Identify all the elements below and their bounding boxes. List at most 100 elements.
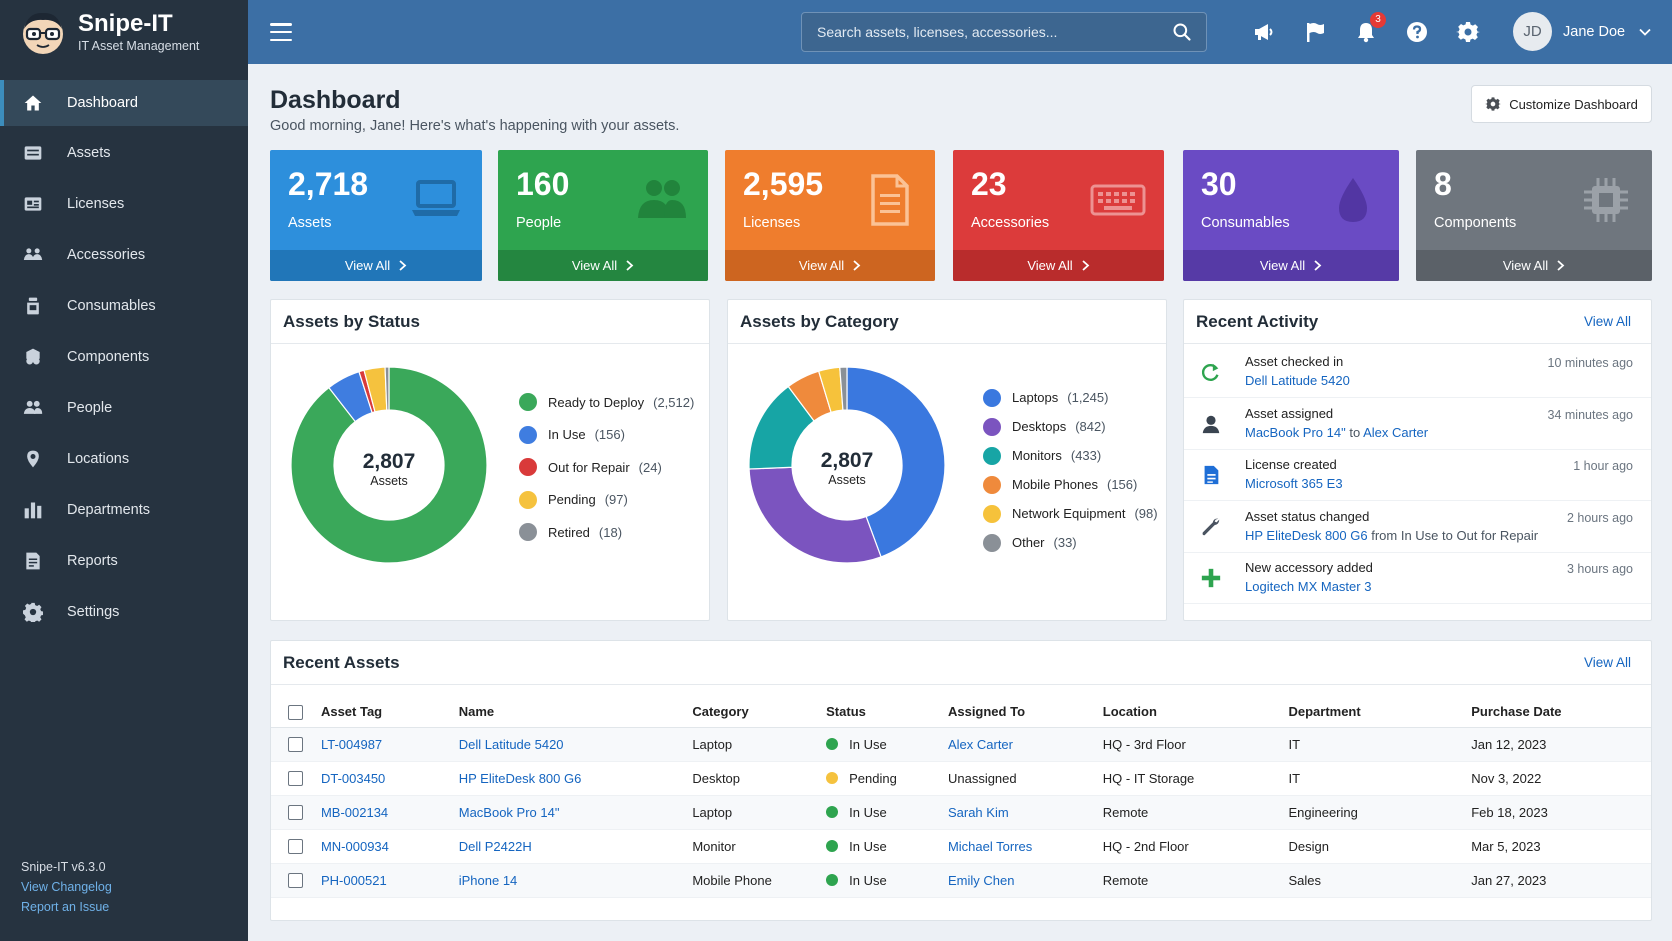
row-checkbox[interactable] [288,873,303,889]
column-header-assigned-to[interactable]: Assigned To [947,697,1103,728]
tile-view-all-link[interactable]: View All [1416,250,1652,281]
legend-item[interactable]: Network Equipment (98) [983,499,1158,528]
legend-item[interactable]: Laptops (1,245) [983,383,1158,412]
sidebar-item-reports[interactable]: Reports [0,537,248,585]
legend-item[interactable]: Monitors (433) [983,441,1158,470]
legend-item[interactable]: Retired (18) [519,516,694,549]
legend-item[interactable]: Other (33) [983,528,1158,557]
asset-name-link[interactable]: HP EliteDesk 800 G6 [458,770,582,786]
table-row[interactable]: MN-000934 Dell P2422H Monitor In Use Michael… [271,829,1651,864]
asset-name-link[interactable]: iPhone 14 [458,872,518,888]
sidebar-item-components[interactable]: Components [0,333,248,381]
legend-item[interactable]: In Use (156) [519,419,694,452]
search-icon[interactable] [1172,22,1192,42]
bell-icon[interactable]: 3 [1354,12,1386,44]
sidebar-item-departments[interactable]: Departments [0,486,248,534]
legend-item[interactable]: Pending (97) [519,484,694,517]
stat-tile-components[interactable]: 8 Components View All [1416,150,1652,281]
brand[interactable]: Snipe-IT IT Asset Management [0,0,248,64]
column-header-department[interactable]: Department [1288,697,1472,728]
sidebar-item-accessories[interactable]: Accessories [0,231,248,279]
tile-view-all-link[interactable]: View All [1183,250,1399,281]
row-checkbox[interactable] [288,771,303,787]
column-header-name[interactable]: Name [458,697,693,728]
table-row[interactable]: MB-002134 MacBook Pro 14" Laptop In Use Sara… [271,795,1651,830]
column-header-location[interactable]: Location [1102,697,1289,728]
asset-name-link[interactable]: Dell P2422H [458,838,532,854]
sidebar-item-label: Settings [67,604,120,620]
row-checkbox[interactable] [288,839,303,855]
asset-name-link[interactable]: Dell Latitude 5420 [458,736,564,752]
activity-view-all-link[interactable]: View All [1583,314,1631,329]
select-all-checkbox[interactable] [288,704,303,720]
activity-user-link[interactable]: Alex Carter [1363,424,1429,440]
stat-tile-people[interactable]: 160 People View All [498,150,708,281]
asset-tag-link[interactable]: MB-002134 [320,804,389,820]
customize-dashboard-button[interactable]: Customize Dashboard [1471,85,1652,123]
user-name: Jane Doe [1563,23,1626,40]
column-header-category[interactable]: Category [692,697,827,728]
legend-item[interactable]: Ready to Deploy (2,512) [519,386,694,419]
menu-toggle-icon[interactable] [270,23,292,41]
column-header-asset-tag[interactable]: Asset Tag [320,697,459,728]
megaphone-icon[interactable] [1252,20,1276,44]
tile-view-all-link[interactable]: View All [270,250,482,281]
sidebar-item-people[interactable]: People [0,384,248,432]
flag-icon[interactable] [1303,20,1327,44]
activity-link[interactable]: HP EliteDesk 800 G6 [1245,527,1368,543]
user-menu[interactable]: JD Jane Doe [1513,12,1651,51]
sidebar-item-settings[interactable]: Settings [0,588,248,636]
table-row[interactable]: LT-004987 Dell Latitude 5420 Laptop In Use A… [271,727,1651,762]
legend-swatch [983,475,1001,494]
stat-tile-assets[interactable]: 2,718 Assets View All [270,150,482,281]
donut-slice-desktops[interactable] [748,466,882,564]
legend-item[interactable]: Out for Repair (24) [519,451,694,484]
column-header-purchase-date[interactable]: Purchase Date [1471,697,1651,728]
table-header-row: Asset Tag Name Category Status Assigned To Lo… [271,697,1651,728]
activity-link[interactable]: Microsoft 365 E3 [1245,476,1343,491]
donut-slice-laptops[interactable] [846,366,946,558]
asset-tag-link[interactable]: MN-000934 [320,838,389,854]
stat-tile-licenses[interactable]: 2,595 Licenses View All [725,150,935,281]
asset-tag-link[interactable]: DT-003450 [320,770,386,786]
asset-tag-cell: MN-000934 [320,829,459,864]
donut-slice-other[interactable] [839,366,848,411]
sidebar-item-locations[interactable]: Locations [0,435,248,483]
row-checkbox[interactable] [288,805,303,821]
tile-view-all-link[interactable]: View All [498,250,708,281]
tile-label: Licenses [743,215,801,231]
asset-name-link[interactable]: MacBook Pro 14" [458,804,560,820]
sidebar-item-label: Assets [67,145,111,161]
donut-slice-ready-to-deploy[interactable] [290,366,488,564]
asset-tag-link[interactable]: PH-000521 [320,872,387,888]
assets-view-all-link[interactable]: View All [1583,655,1631,670]
tile-view-all-link[interactable]: View All [725,250,935,281]
row-checkbox[interactable] [288,737,303,753]
sidebar-item-dashboard[interactable]: Dashboard [0,80,248,126]
tile-view-all-link[interactable]: View All [953,250,1164,281]
activity-link[interactable]: Logitech MX Master 3 [1245,579,1372,594]
legend-item[interactable]: Mobile Phones (156) [983,470,1158,499]
assigned-user-link[interactable]: Emily Chen [947,872,1015,888]
column-header-status[interactable]: Status [826,697,948,728]
settings-gear-icon[interactable] [1456,20,1480,44]
assigned-user-link[interactable]: Alex Carter [947,736,1013,752]
table-row[interactable]: PH-000521 iPhone 14 Mobile Phone In Use Emil… [271,863,1651,898]
assigned-user-link[interactable]: Michael Torres [947,838,1033,854]
table-row[interactable]: DT-003450 HP EliteDesk 800 G6 Desktop Pendi… [271,761,1651,796]
asset-tag-link[interactable]: LT-004987 [320,736,383,752]
search-input[interactable] [802,24,1162,40]
sidebar-item-licenses[interactable]: Licenses [0,180,248,228]
stat-tile-consumables[interactable]: 30 Consumables View All [1183,150,1399,281]
legend-item[interactable]: Desktops (842) [983,412,1158,441]
donut-slice-retired[interactable] [384,366,390,411]
assigned-user-link[interactable]: Sarah Kim [947,804,1009,820]
sidebar-item-consumables[interactable]: Consumables [0,282,248,330]
report-issue-link[interactable]: Report an Issue [21,900,110,914]
stat-tile-accessories[interactable]: 23 Accessories View All [953,150,1164,281]
sidebar-item-assets[interactable]: Assets [0,129,248,177]
changelog-link[interactable]: View Changelog [21,880,112,894]
activity-link[interactable]: MacBook Pro 14" [1245,424,1346,440]
activity-link[interactable]: Dell Latitude 5420 [1245,373,1350,388]
help-icon[interactable] [1405,20,1429,44]
